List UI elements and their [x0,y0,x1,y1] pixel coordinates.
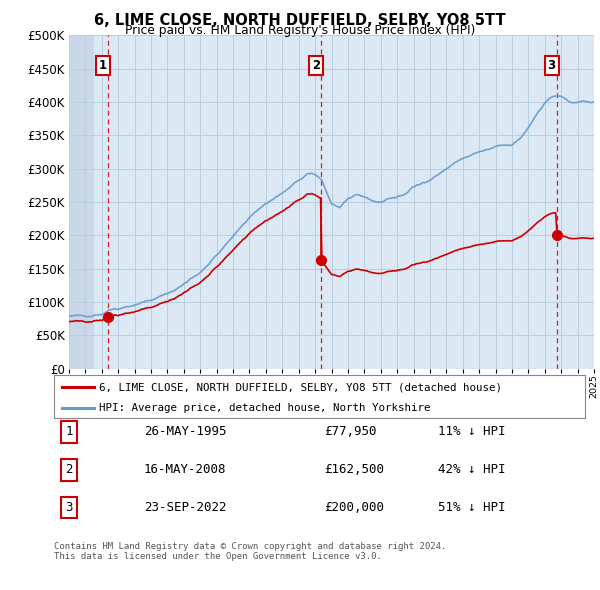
Text: 1: 1 [65,425,73,438]
Text: 6, LIME CLOSE, NORTH DUFFIELD, SELBY, YO8 5TT: 6, LIME CLOSE, NORTH DUFFIELD, SELBY, YO… [94,13,506,28]
Text: 6, LIME CLOSE, NORTH DUFFIELD, SELBY, YO8 5TT (detached house): 6, LIME CLOSE, NORTH DUFFIELD, SELBY, YO… [99,382,502,392]
Bar [69,35,94,369]
Text: 3: 3 [548,59,556,72]
Text: 42% ↓ HPI: 42% ↓ HPI [438,463,505,476]
Text: Contains HM Land Registry data © Crown copyright and database right 2024.
This d: Contains HM Land Registry data © Crown c… [54,542,446,561]
Text: Price paid vs. HM Land Registry's House Price Index (HPI): Price paid vs. HM Land Registry's House … [125,24,475,37]
Text: 16-MAY-2008: 16-MAY-2008 [144,463,227,476]
Text: £77,950: £77,950 [324,425,377,438]
Text: £200,000: £200,000 [324,501,384,514]
Text: 2: 2 [65,463,73,476]
Text: 11% ↓ HPI: 11% ↓ HPI [438,425,505,438]
Text: £162,500: £162,500 [324,463,384,476]
Text: 23-SEP-2022: 23-SEP-2022 [144,501,227,514]
Text: 3: 3 [65,501,73,514]
Text: 2: 2 [312,59,320,72]
Text: 26-MAY-1995: 26-MAY-1995 [144,425,227,438]
Text: 1: 1 [99,59,107,72]
Text: HPI: Average price, detached house, North Yorkshire: HPI: Average price, detached house, Nort… [99,404,431,414]
Text: 51% ↓ HPI: 51% ↓ HPI [438,501,505,514]
